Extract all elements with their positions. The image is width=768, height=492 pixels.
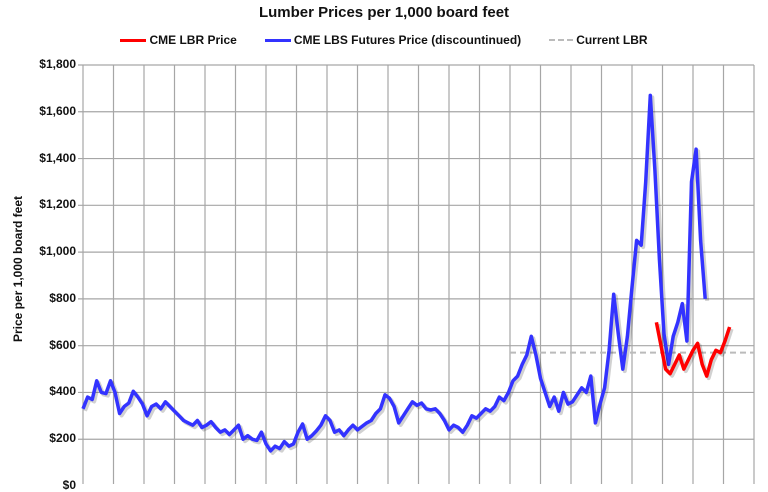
y-tick-label: $1,000 bbox=[39, 244, 76, 259]
lbs-futures-line bbox=[81, 93, 707, 453]
legend-label: Current LBR bbox=[576, 33, 648, 47]
y-tick-label: $1,800 bbox=[39, 57, 76, 71]
y-tick-label: $1,600 bbox=[39, 103, 76, 118]
legend-item-lbr: CME LBR Price bbox=[120, 33, 237, 47]
legend-swatch-red bbox=[120, 38, 147, 42]
legend-label: CME LBS Futures Price (discountinued) bbox=[293, 33, 522, 47]
legend-swatch-blue bbox=[264, 38, 291, 42]
y-tick-label: $800 bbox=[49, 290, 76, 305]
y-tick-label: $1,400 bbox=[39, 150, 76, 165]
legend-item-lbs: CME LBS Futures Price (discountinued) bbox=[264, 33, 522, 47]
chart-title: Lumber Prices per 1,000 board feet bbox=[258, 4, 510, 21]
y-tick-label: $200 bbox=[49, 431, 76, 446]
y-tick-label: $400 bbox=[49, 384, 76, 399]
legend-item-current: Current LBR bbox=[549, 33, 648, 47]
y-tick-label: $600 bbox=[49, 337, 76, 352]
legend-label: CME LBR Price bbox=[149, 33, 237, 47]
chart-legend: CME LBR Price CME LBS Futures Price (dis… bbox=[0, 33, 768, 47]
lbr-price-line bbox=[654, 321, 732, 378]
legend-swatch-dashed bbox=[549, 39, 574, 41]
lbs-futures-line-shadow bbox=[83, 95, 710, 455]
y-tick-label: $1,200 bbox=[39, 197, 76, 212]
